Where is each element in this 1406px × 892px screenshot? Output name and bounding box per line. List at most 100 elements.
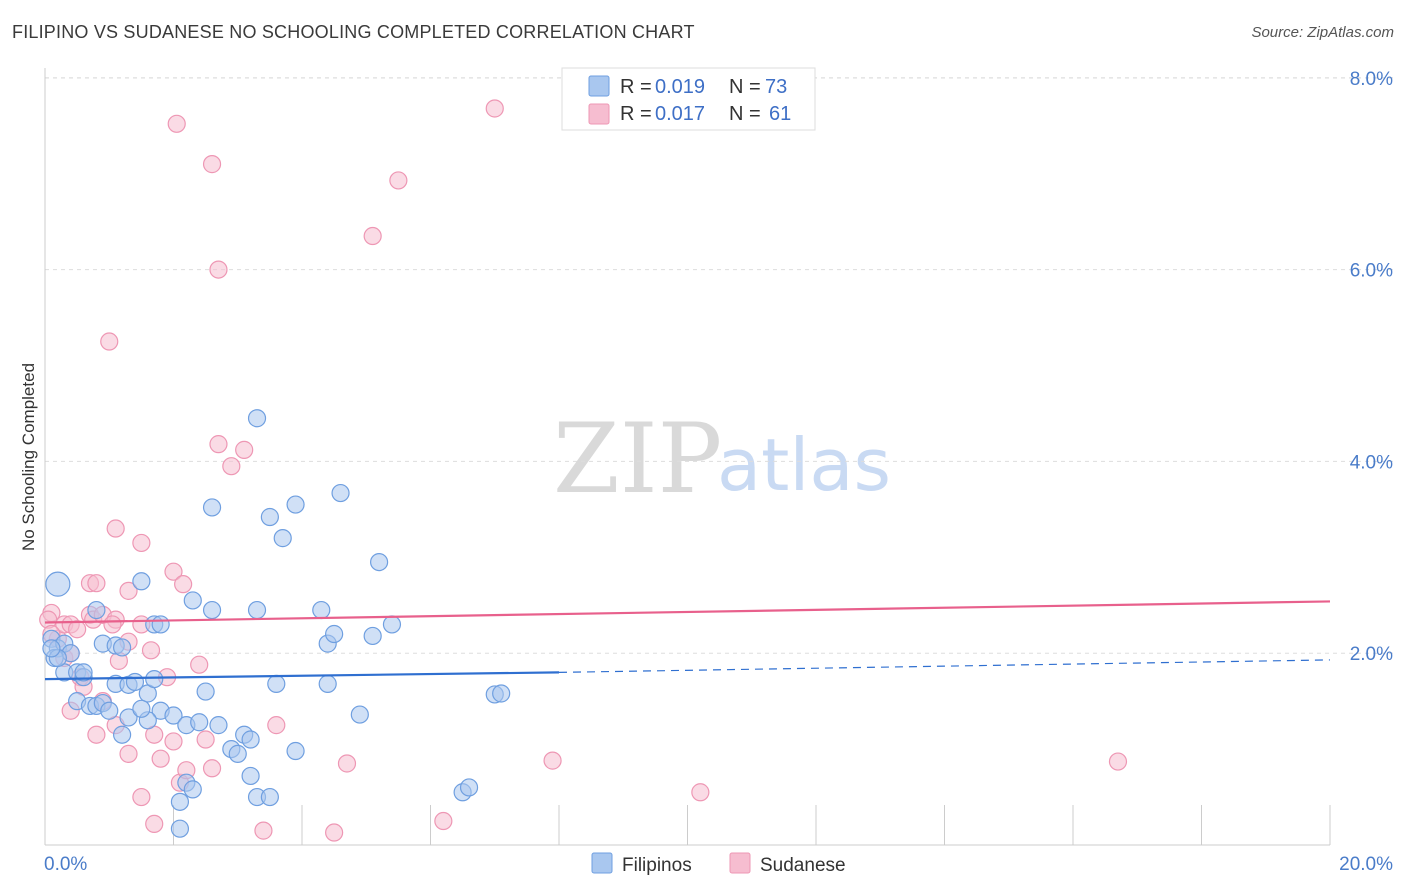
- filipino-point: [170, 819, 190, 838]
- sudanese-point: [132, 533, 151, 553]
- sudanese-point: [202, 759, 222, 778]
- filipino-point: [45, 571, 71, 597]
- sudanese-point: [68, 620, 87, 639]
- legend-r-label-2: R =: [620, 103, 652, 125]
- filipino-point: [112, 725, 132, 744]
- filipino-point: [492, 684, 511, 703]
- source-credit: Source: ZipAtlas.com: [1251, 24, 1394, 41]
- legend-r-value-2: 0.017: [655, 103, 705, 125]
- sudanese-point: [164, 732, 183, 751]
- sudanese-point: [209, 260, 228, 279]
- sudanese-point: [103, 615, 122, 634]
- sudanese-point: [202, 155, 222, 174]
- correlation-legend: R = 0.019 N = 73 R = 0.017 N = 61: [561, 67, 816, 131]
- filipino-point: [382, 615, 402, 634]
- filipino-point: [267, 674, 286, 693]
- filipino-point: [459, 778, 479, 797]
- filipino-point: [100, 701, 119, 720]
- x-tick-label-min: 0.0%: [44, 854, 87, 875]
- filipino-point: [331, 483, 350, 503]
- filipino-point: [260, 507, 279, 527]
- sudanese-point: [167, 114, 186, 133]
- sudanese-point: [119, 744, 138, 763]
- filipino-point: [87, 600, 106, 620]
- sudanese-point: [389, 171, 408, 190]
- y-axis-label: No Schooling Completed: [19, 363, 38, 551]
- legend-swatch-filipinos: [588, 75, 610, 97]
- x-tick-marks: [173, 805, 1331, 845]
- sudanese-point: [543, 751, 562, 770]
- sudanese-point: [100, 332, 119, 351]
- sudanese-point: [1108, 752, 1128, 771]
- filipino-point: [228, 744, 247, 763]
- trend-lines: [44, 600, 1331, 681]
- bottom-legend-label-sudanese: Sudanese: [760, 855, 846, 876]
- sudanese-point: [209, 435, 228, 454]
- legend-r-label-1: R =: [620, 76, 652, 98]
- sudanese-point: [190, 655, 209, 674]
- filipino-point: [132, 572, 151, 591]
- filipino-point: [132, 699, 151, 718]
- filipino-point: [112, 638, 132, 657]
- filipino-point: [241, 766, 260, 786]
- filipinos-trend-line: [44, 671, 560, 681]
- sudanese-trend-line: [44, 600, 1331, 624]
- legend-r-value-1: 0.019: [655, 76, 705, 98]
- filipino-point: [196, 682, 215, 701]
- x-tick-label-max: 20.0%: [1339, 854, 1393, 875]
- sudanese-point: [87, 574, 106, 593]
- y-tick-label: 8.0%: [1350, 69, 1393, 90]
- sudanese-point: [434, 811, 453, 831]
- filipino-point: [202, 600, 222, 620]
- sudanese-point: [337, 754, 357, 773]
- series-legend: Filipinos Sudanese: [591, 852, 846, 876]
- filipinos-trend-extension: [558, 659, 1331, 673]
- sudanese-point: [254, 821, 273, 840]
- filipino-point: [247, 409, 267, 428]
- bottom-legend-swatch-sudanese: [729, 852, 751, 874]
- filipino-point: [318, 674, 337, 693]
- filipino-point: [183, 591, 202, 610]
- sudanese-point: [119, 581, 138, 600]
- filipino-point: [145, 669, 164, 689]
- sudanese-point: [691, 783, 710, 802]
- filipino-point: [202, 498, 222, 517]
- sudanese-point: [145, 814, 164, 834]
- y-tick-label: 2.0%: [1350, 644, 1393, 665]
- sudanese-point: [151, 749, 170, 768]
- sudanese-point: [485, 99, 504, 118]
- filipino-point: [325, 624, 344, 644]
- sudanese-point: [174, 575, 193, 594]
- sudanese-point: [141, 641, 161, 660]
- legend-swatch-sudanese: [588, 103, 610, 125]
- sudanese-point: [325, 823, 344, 842]
- gridlines: [45, 77, 1393, 654]
- filipino-point: [74, 663, 93, 682]
- y-tick-label: 6.0%: [1350, 261, 1393, 282]
- filipino-point: [183, 780, 202, 799]
- filipino-point: [273, 529, 292, 548]
- filipino-point: [286, 495, 305, 514]
- sudanese-point: [164, 562, 183, 581]
- filipino-point: [190, 713, 209, 732]
- sudanese-point: [132, 787, 151, 807]
- filipino-point: [42, 639, 61, 658]
- legend-n-value-2: 61: [769, 103, 791, 125]
- watermark-zip: ZIP: [553, 403, 722, 515]
- filipino-point: [286, 741, 305, 761]
- bottom-legend-label-filipinos: Filipinos: [622, 855, 692, 876]
- filipino-point: [209, 716, 228, 735]
- sudanese-point: [87, 725, 106, 744]
- sudanese-point: [267, 716, 286, 735]
- filipino-point: [260, 787, 279, 807]
- chart-title: FILIPINO VS SUDANESE NO SCHOOLING COMPLE…: [12, 22, 695, 42]
- filipino-point: [170, 792, 190, 811]
- sudanese-point: [235, 440, 254, 459]
- legend-n-label-1: N =: [729, 76, 761, 98]
- filipino-point: [151, 615, 170, 634]
- sudanese-point: [222, 457, 241, 476]
- y-tick-label: 4.0%: [1350, 452, 1393, 473]
- sudanese-point: [106, 519, 125, 538]
- bottom-legend-swatch-filipinos: [591, 852, 613, 874]
